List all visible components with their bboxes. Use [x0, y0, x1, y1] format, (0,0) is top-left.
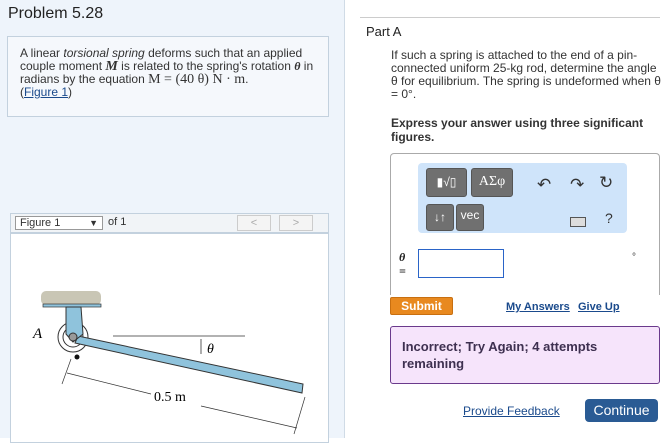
greek-button[interactable]: ΑΣφ [471, 168, 513, 197]
keyboard-icon[interactable] [570, 217, 586, 227]
var-M: M [105, 59, 118, 74]
text: torsional spring [63, 46, 145, 60]
figure-toolbar: Figure 1 ▼ of 1 < > [10, 213, 329, 233]
my-answers-link[interactable]: My Answers [506, 301, 570, 313]
answer-input[interactable] [418, 249, 504, 278]
figure-count: of 1 [108, 216, 127, 228]
problem-panel: Problem 5.28 A linear torsional spring d… [0, 0, 345, 443]
theta-label: θ [207, 342, 214, 357]
point-A-label: A [32, 326, 43, 342]
help-button[interactable]: ? [605, 210, 613, 226]
dim-ext-left [61, 358, 72, 385]
figure-diagram: θ A 0.5 m [32, 291, 306, 435]
instruction-text: Express your answer using three signific… [391, 116, 644, 144]
problem-statement: A linear torsional spring deforms such t… [7, 36, 329, 117]
templates-button[interactable]: ▮√▯ [426, 168, 467, 197]
undo-icon[interactable]: ↶ [537, 175, 552, 194]
math-toolbar: ▮√▯ ΑΣφ ↓↑ vec ↶ ↷ ↻ ? [418, 163, 627, 233]
figure-panel: θ A 0.5 m [10, 233, 329, 443]
dropdown-arrow-icon: ▼ [89, 218, 98, 228]
part-title: Part A [366, 24, 402, 39]
feedback-message: Incorrect; Try Again; 4 attempts remaini… [390, 326, 660, 384]
text: deforms such that an applied couple mome… [20, 46, 303, 73]
figure-link[interactable]: Figure 1 [24, 85, 69, 99]
reset-icon[interactable]: ↻ [599, 173, 614, 192]
text: in radians by the equation [20, 59, 314, 86]
dim-line-right [200, 405, 298, 429]
length-label: 0.5 m [154, 390, 186, 405]
spring-end [74, 354, 80, 360]
answer-label: θ = [399, 250, 406, 278]
submit-button[interactable]: Submit [390, 297, 453, 315]
dim-ext-right [293, 396, 306, 435]
dim-line-left [66, 372, 152, 395]
var-theta: θ [294, 59, 301, 73]
divider [360, 17, 660, 18]
redo-icon[interactable]: ↷ [570, 175, 585, 194]
pin-bracket [65, 306, 84, 343]
prev-figure-button[interactable]: < [237, 215, 271, 231]
rod [74, 335, 304, 394]
provide-feedback-link[interactable]: Provide Feedback [463, 404, 560, 418]
problem-title: Problem 5.28 [8, 5, 104, 22]
subscript-button[interactable]: ↓↑ [426, 204, 454, 231]
unit-label: ° [632, 252, 636, 263]
equation: M = (40 θ) N · m [148, 72, 246, 87]
vec-button[interactable]: vec [456, 204, 484, 231]
figure-select-value: Figure 1 [20, 217, 61, 229]
question-text: If such a spring is attached to the end … [391, 48, 661, 101]
text: A linear [20, 46, 64, 60]
text: is related to the spring's rotation [117, 59, 295, 73]
answer-area [390, 153, 660, 295]
figure-select[interactable]: Figure 1 ▼ [15, 216, 103, 230]
ceiling-support [41, 291, 101, 305]
text: . [245, 72, 249, 86]
pin [68, 332, 78, 342]
continue-button[interactable]: Continue [585, 399, 658, 422]
next-figure-button[interactable]: > [279, 215, 313, 231]
give-up-link[interactable]: Give Up [578, 301, 620, 313]
